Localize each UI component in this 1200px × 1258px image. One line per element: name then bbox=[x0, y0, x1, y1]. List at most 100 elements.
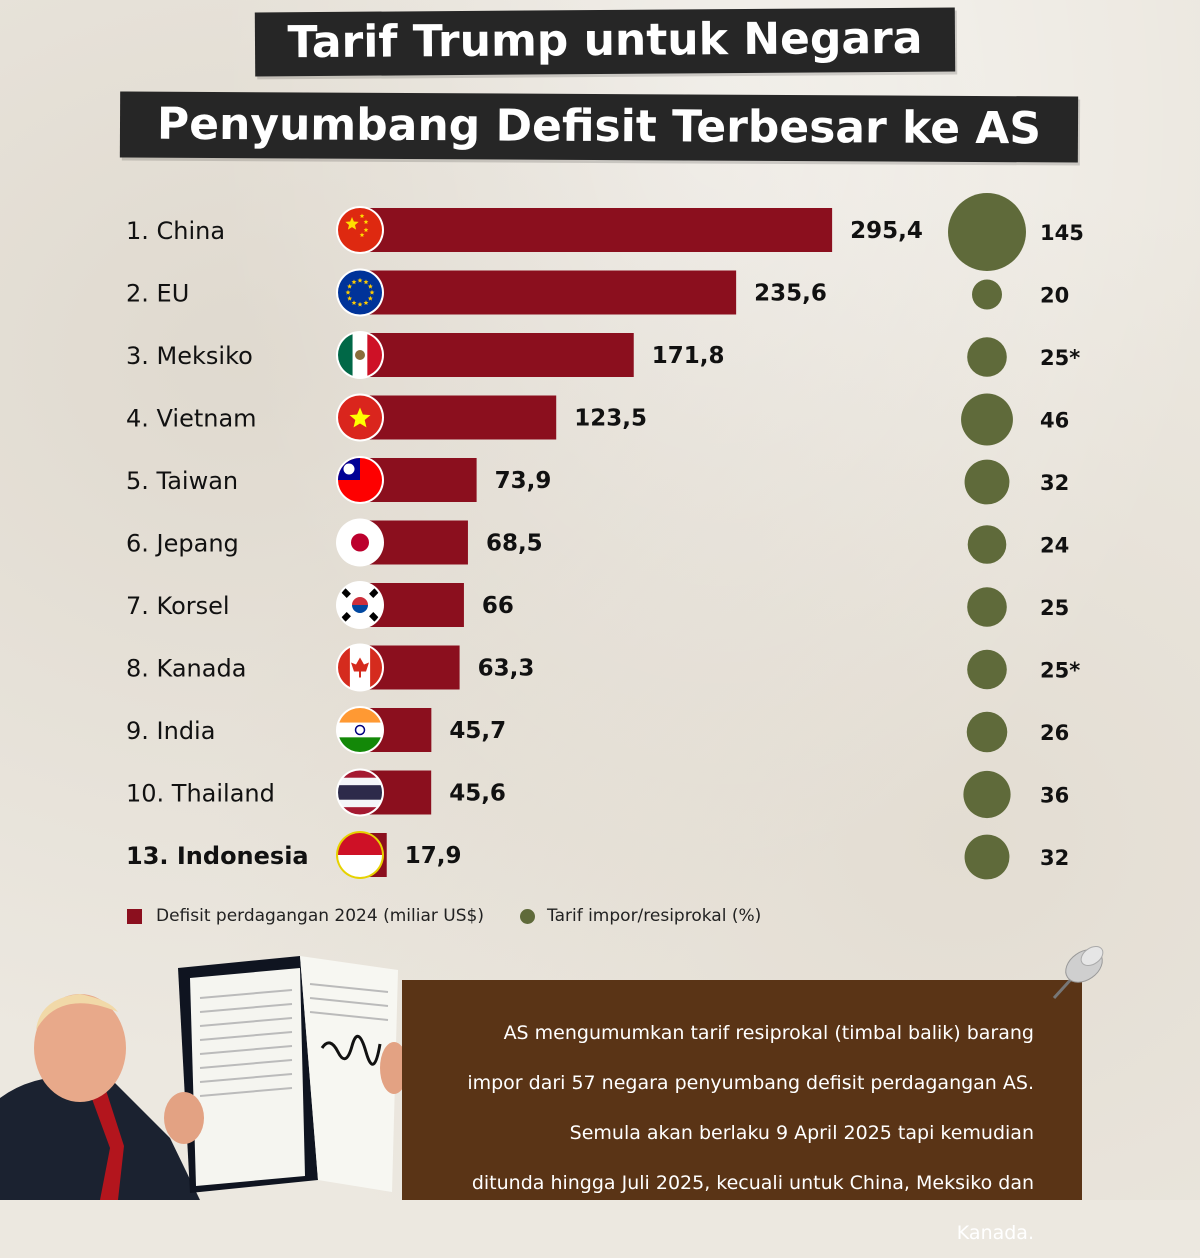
deficit-bar bbox=[358, 208, 833, 252]
flag-vietnam bbox=[338, 395, 382, 440]
chart-row: 5. Taiwan 73,9 32 bbox=[126, 456, 1069, 505]
flag-emblem bbox=[355, 350, 365, 360]
flag-star bbox=[357, 301, 363, 307]
deficit-value-label: 295,4 bbox=[850, 218, 923, 244]
tariff-value-label: 46 bbox=[1040, 409, 1069, 433]
chart-row: 1. China 295,4 145 bbox=[126, 193, 1084, 271]
flag-canada bbox=[338, 645, 382, 690]
flag-band bbox=[338, 807, 382, 815]
flag-band bbox=[370, 645, 382, 690]
chart-row: 9. India 45,7 26 bbox=[126, 706, 1069, 754]
flag-taeguk-red bbox=[352, 597, 368, 605]
note-line-3: Semula akan berlaku 9 April 2025 tapi ke… bbox=[569, 1122, 1034, 1144]
chart-row: 2. EU 235,6 20 bbox=[126, 268, 1069, 317]
flag-trigram bbox=[341, 612, 351, 622]
document-page-right bbox=[300, 956, 398, 1192]
flag-star bbox=[359, 232, 365, 238]
right-hand-shape bbox=[380, 1042, 408, 1094]
category-label: 6. Jepang bbox=[126, 530, 239, 558]
tariff-bubble bbox=[972, 279, 1002, 310]
deficit-value-label: 66 bbox=[482, 593, 514, 619]
flag-star bbox=[347, 295, 353, 301]
tariff-bubble bbox=[967, 525, 1007, 564]
flag-maple-leaf bbox=[351, 657, 369, 678]
category-label: 3. Meksiko bbox=[126, 342, 253, 370]
flag-band bbox=[338, 855, 382, 877]
tariff-bubble bbox=[967, 587, 1007, 627]
flag-star bbox=[367, 283, 373, 289]
flag-band bbox=[338, 722, 382, 738]
legend-tariff-label: Tarif impor/resiprokal (%) bbox=[547, 906, 762, 926]
chart-row: 4. Vietnam 123,5 46 bbox=[126, 393, 1069, 446]
flag-band bbox=[338, 777, 382, 786]
tariff-value-label: 25 bbox=[1040, 596, 1069, 620]
category-label: 9. India bbox=[126, 717, 215, 745]
tariff-bubble bbox=[964, 459, 1010, 505]
tariff-value-label: 24 bbox=[1040, 534, 1069, 558]
category-label: 7. Korsel bbox=[126, 592, 230, 620]
flag-star bbox=[363, 219, 369, 225]
tariff-bubble bbox=[964, 834, 1010, 880]
tariff-bubble bbox=[961, 393, 1013, 446]
category-label: 8. Kanada bbox=[126, 655, 246, 683]
deficit-value-label: 68,5 bbox=[486, 531, 543, 557]
flag-band bbox=[338, 770, 382, 778]
hair-shape bbox=[36, 994, 118, 1030]
deficit-bar bbox=[358, 270, 737, 315]
deficit-value-label: 45,6 bbox=[449, 781, 506, 807]
flag-field bbox=[338, 208, 382, 252]
tariff-value-label: 36 bbox=[1040, 784, 1069, 808]
flag-japan bbox=[338, 520, 382, 565]
tariff-value-label: 32 bbox=[1040, 471, 1069, 495]
flag-eu bbox=[338, 270, 382, 315]
deficit-value-label: 63,3 bbox=[478, 656, 535, 682]
category-label: 2. EU bbox=[126, 280, 189, 308]
note-box: AS mengumumkan tarif resiprokal (timbal … bbox=[402, 980, 1082, 1244]
flag-band bbox=[338, 799, 382, 808]
legend-deficit: Defisit perdagangan 2024 (miliar US$) bbox=[127, 906, 484, 926]
deficit-value-label: 73,9 bbox=[495, 468, 552, 494]
flag-band bbox=[367, 333, 382, 377]
flag-star bbox=[347, 283, 353, 289]
flag-band bbox=[338, 333, 353, 377]
deficit-bar bbox=[358, 395, 557, 440]
chart-row: 10. Thailand 45,6 36 bbox=[126, 768, 1069, 819]
flag-mexico bbox=[338, 333, 382, 377]
tariff-value-label: 20 bbox=[1040, 284, 1069, 308]
legend-deficit-label: Defisit perdagangan 2024 (miliar US$) bbox=[156, 906, 484, 926]
flag-thailand bbox=[338, 770, 382, 815]
tariff-value-label: 26 bbox=[1040, 721, 1069, 745]
chart-row: 3. Meksiko 171,8 25* bbox=[126, 331, 1080, 379]
chart-row: 8. Kanada 63,3 25* bbox=[126, 643, 1080, 692]
deficit-bar bbox=[358, 333, 634, 377]
signed-order-photo bbox=[0, 956, 408, 1200]
document-text-lines bbox=[199, 983, 389, 1097]
suit-shape bbox=[0, 1075, 200, 1200]
tariff-value-label: 32 bbox=[1040, 846, 1069, 870]
tariff-bubble bbox=[966, 711, 1008, 753]
left-hand-shape bbox=[164, 1092, 204, 1144]
flag-sun bbox=[343, 463, 355, 475]
legend-tariff-dot bbox=[520, 908, 535, 924]
flag-star bbox=[351, 300, 357, 305]
category-label: 5. Taiwan bbox=[126, 467, 238, 495]
chart-row: 6. Jepang 68,5 24 bbox=[126, 518, 1069, 567]
flag-band bbox=[338, 833, 382, 855]
note-text: AS mengumumkan tarif resiprokal (timbal … bbox=[394, 1008, 1034, 1258]
deficit-value-label: 17,9 bbox=[405, 843, 462, 869]
deficit-value-label: 123,5 bbox=[574, 406, 647, 432]
head-shape bbox=[34, 994, 126, 1102]
flag-field bbox=[338, 270, 382, 315]
tariff-bubble bbox=[963, 770, 1011, 819]
tariff-bubble bbox=[948, 193, 1026, 271]
flag-trigram bbox=[369, 588, 379, 598]
category-label: 10. Thailand bbox=[126, 780, 275, 808]
tariff-value-label: 145 bbox=[1040, 221, 1084, 245]
flag-china bbox=[338, 208, 382, 252]
category-label: 4. Vietnam bbox=[126, 405, 257, 433]
flag-star bbox=[345, 289, 351, 295]
flag-star bbox=[349, 407, 371, 428]
flag-disc bbox=[351, 533, 369, 552]
flag-band bbox=[338, 785, 382, 800]
flag-star bbox=[357, 277, 363, 283]
